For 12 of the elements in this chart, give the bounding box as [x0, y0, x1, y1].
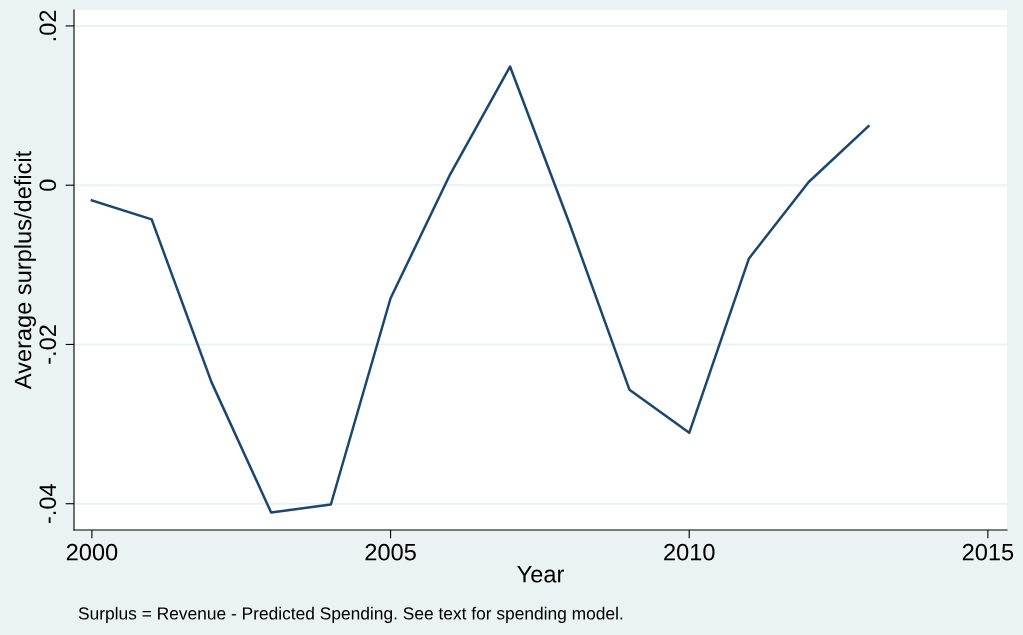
x-tick-label: 2010: [664, 543, 715, 561]
y-tick-label: -.02: [39, 325, 57, 364]
y-tick-label: .02: [39, 10, 57, 41]
y-tick-label: 0: [39, 179, 57, 191]
x-tick-label: 2005: [365, 543, 416, 561]
text: Surplus = Revenue - Predicted Spending. See text for spending model.: [78, 606, 623, 623]
y-tick-label: -.04: [39, 484, 57, 524]
x-tick-label: 2000: [66, 543, 118, 561]
line-series: [90, 65, 870, 514]
x-axis-title: Year: [517, 566, 564, 583]
x-tick-label: 2015: [962, 543, 1014, 561]
y-axis-title: Average surplus/deficit: [14, 150, 37, 390]
